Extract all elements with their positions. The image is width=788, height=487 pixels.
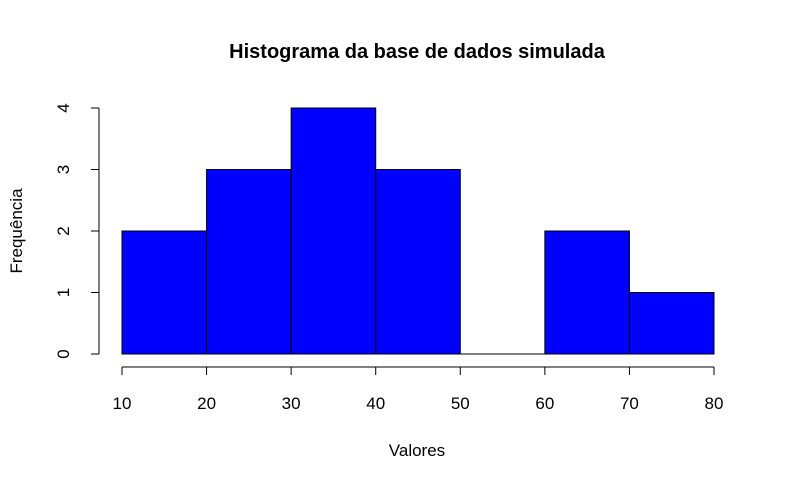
chart-title: Histograma da base de dados simulada [229, 41, 606, 63]
histogram-bar-70-80 [628, 292, 715, 355]
x-tick-label: 30 [282, 394, 301, 413]
histogram-bar-30-40 [290, 107, 377, 355]
y-tick-label: 3 [54, 165, 73, 174]
histogram-bar-10-20 [121, 230, 208, 355]
x-axis: 10 20 30 40 50 60 70 80 [113, 366, 724, 413]
histogram-bar-20-30 [206, 169, 292, 355]
x-axis-label: Valores [389, 441, 445, 460]
x-tick-label: 60 [535, 394, 554, 413]
x-tick-label: 20 [197, 394, 216, 413]
y-tick-label: 4 [54, 103, 73, 112]
histogram-bar-40-50 [375, 169, 461, 355]
bars-group [121, 107, 715, 355]
x-tick-label: 80 [705, 394, 724, 413]
x-tick-label: 50 [451, 394, 470, 413]
y-axis: 0 1 2 3 4 [54, 103, 100, 359]
y-tick-label: 2 [54, 226, 73, 235]
y-tick-label: 1 [54, 288, 73, 297]
x-tick-label: 40 [366, 394, 385, 413]
histogram-bar-60-70 [544, 230, 630, 355]
x-tick-label: 70 [620, 394, 639, 413]
x-tick-label: 10 [113, 394, 132, 413]
y-axis-label: Frequência [7, 188, 26, 274]
y-tick-label: 0 [54, 349, 73, 358]
